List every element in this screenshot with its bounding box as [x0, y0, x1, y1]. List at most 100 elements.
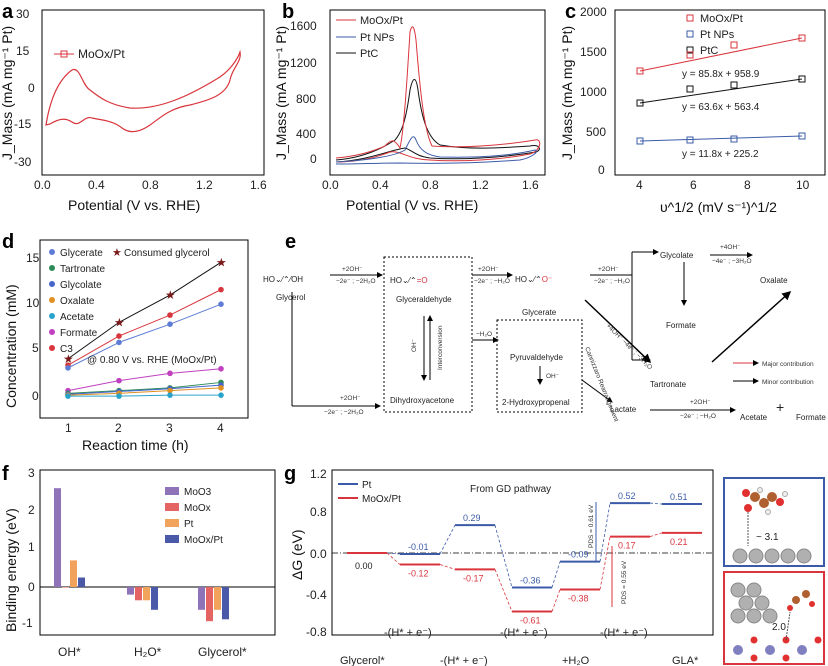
f-bar	[151, 587, 158, 610]
e-arrow-text: −2e⁻ ; −H₂O	[594, 278, 630, 285]
e-arrow-text: OH⁻	[411, 338, 418, 352]
g-pds-pt: PDS = 0.61 eV	[588, 504, 595, 548]
e-arrow-text: +2OH⁻	[342, 266, 363, 273]
d-point: ★	[114, 315, 125, 329]
a-xtick: 0.0	[34, 178, 51, 192]
a-ytick: 15	[16, 44, 30, 58]
c-fit-moox: y = 85.8x + 958.9	[682, 69, 760, 80]
g-connector	[599, 536, 611, 590]
panel-a-label: a	[2, 1, 14, 23]
f-bar	[54, 488, 61, 587]
c-xtick: 6	[690, 178, 697, 192]
b-ytick: 1600	[290, 19, 317, 33]
a-ytick: -30	[14, 155, 32, 169]
panel-e-label: e	[285, 231, 296, 253]
d-xtick: 2	[115, 421, 122, 435]
d-ytick: 0	[32, 389, 39, 403]
e-arrow-text: −2e⁻ ; −2H₂O	[336, 278, 376, 285]
a-ytick: 30	[16, 7, 30, 21]
d-point	[167, 392, 173, 398]
g-step: GLA*	[672, 655, 699, 666]
d-point	[116, 377, 122, 384]
e-glycolate: Glycolate	[660, 251, 694, 260]
g-value-moox: -0.38	[568, 593, 589, 603]
b-xlabel: Potential (V vs. RHE)	[346, 197, 478, 213]
d-series-line	[67, 289, 222, 366]
e-arrow-text: +4OH⁻ −4e⁻ ; −3H₂O	[605, 322, 654, 371]
f-xtick: H₂O*	[134, 645, 162, 659]
b-xtick: 1.2	[472, 178, 489, 192]
d-point	[65, 393, 71, 399]
d-legend: Glycerate	[60, 248, 103, 259]
f-legend: Pt	[184, 519, 194, 530]
g-ytick: 1.2	[310, 467, 327, 481]
inset-bottom: 2.0	[723, 571, 825, 665]
f-bar	[198, 587, 205, 610]
panel-b-label: b	[282, 1, 294, 23]
c-legend-ptc: PtC	[700, 45, 718, 57]
g-value-pt: -0.01	[408, 542, 429, 552]
e-arrow-text: Interconversion	[437, 325, 444, 370]
f-ytick: 1	[28, 540, 35, 554]
g-value-pt: 0.52	[618, 491, 636, 501]
g-ytick: -0.8	[306, 625, 327, 639]
f-bar	[62, 587, 69, 588]
inset-distance-1: ~ 3.1	[756, 532, 779, 543]
f-bar	[214, 587, 221, 610]
d-point	[167, 370, 173, 377]
a-ytick: -15	[14, 117, 32, 131]
d-ylabel: Concentration (mM)	[3, 284, 19, 408]
panel-d-label: d	[2, 231, 14, 253]
g-value-pt: -0.36	[520, 576, 541, 586]
cv-curve-a	[45, 49, 241, 133]
d-legend: Oxalate	[60, 296, 95, 307]
e-hydroxypropenal: 2-Hydroxypropenal	[502, 398, 570, 407]
d-point	[65, 365, 71, 371]
d-condition: @ 0.80 V vs. RHE (MoOx/Pt)	[87, 355, 217, 366]
g-connector	[649, 502, 663, 505]
d-point	[218, 392, 224, 398]
inset-top: ~ 3.1	[723, 477, 825, 567]
g-connector	[551, 589, 561, 612]
d-legend: Consumed glycerol	[124, 248, 210, 259]
f-bar	[206, 587, 213, 622]
f-ytick: -1	[22, 616, 33, 630]
g-ytick: -0.4	[306, 588, 327, 602]
c-legend-pt: Pt NPs	[700, 29, 735, 41]
panel-d: 15 10 5 0 1 2 3 4 Reaction time (h) Conc…	[3, 239, 249, 453]
c-ytick: 1000	[580, 85, 607, 99]
c-xtick: 10	[796, 178, 810, 192]
g-step: -(H* + e⁻)	[500, 627, 548, 639]
d-point	[167, 321, 173, 328]
svg-text:+: +	[776, 399, 784, 415]
svg-text:HO⌄⁄⌃O⁻: HO⌄⁄⌃O⁻	[515, 275, 552, 284]
e-arrow-text: +4OH⁻	[720, 244, 741, 251]
d-xlabel: Reaction time (h)	[82, 437, 189, 453]
b-legend-ptc: PtC	[360, 48, 378, 60]
c-xtick: 4	[636, 178, 643, 192]
b-xtick: 1.6	[522, 178, 539, 192]
g-connector	[649, 532, 663, 538]
e-dihydroxyacetone: Dihydroxyacetone	[390, 396, 455, 405]
f-legend: MoOx/Pt	[184, 535, 223, 546]
e-legend-major: Major contribution	[762, 361, 814, 368]
g-connector	[386, 552, 401, 565]
a-xlabel: Potential (V vs. RHE)	[68, 197, 200, 213]
d-point: ★	[216, 255, 227, 269]
d-legend: C3	[60, 344, 73, 355]
g-step: Glycerol*	[340, 655, 385, 666]
legend-a: MoOx/Pt	[78, 47, 125, 61]
a-ylabel: J_Mass (mA mg⁻¹ Pt)	[0, 26, 15, 160]
g-ylabel: ΔG (eV)	[289, 529, 305, 580]
f-bar	[143, 587, 150, 601]
f-legend: MoOx	[184, 503, 211, 514]
inset-distance-2: 2.0	[772, 622, 786, 633]
c-ytick: 0	[598, 163, 605, 177]
d-legend: Glycolate	[60, 280, 102, 291]
d-series-line	[67, 384, 222, 395]
f-ytick: 0	[28, 580, 35, 594]
a-xtick: 0.8	[142, 178, 159, 192]
d-point: ★	[63, 352, 74, 366]
e-legend-minor: Minor contribution	[762, 379, 814, 386]
b-xtick: 0.8	[422, 178, 439, 192]
